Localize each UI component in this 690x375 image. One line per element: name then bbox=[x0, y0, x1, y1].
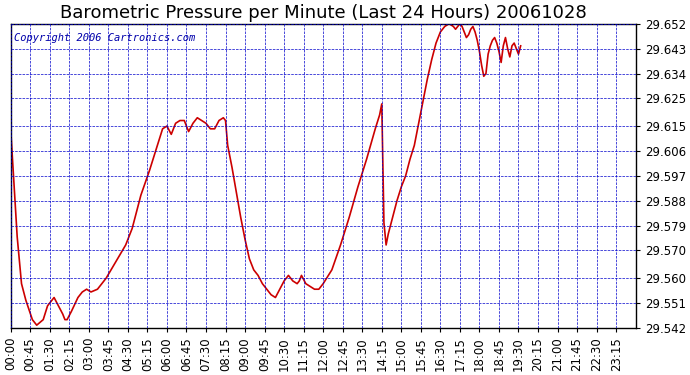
Text: Copyright 2006 Cartronics.com: Copyright 2006 Cartronics.com bbox=[14, 33, 195, 43]
Title: Barometric Pressure per Minute (Last 24 Hours) 20061028: Barometric Pressure per Minute (Last 24 … bbox=[60, 4, 586, 22]
